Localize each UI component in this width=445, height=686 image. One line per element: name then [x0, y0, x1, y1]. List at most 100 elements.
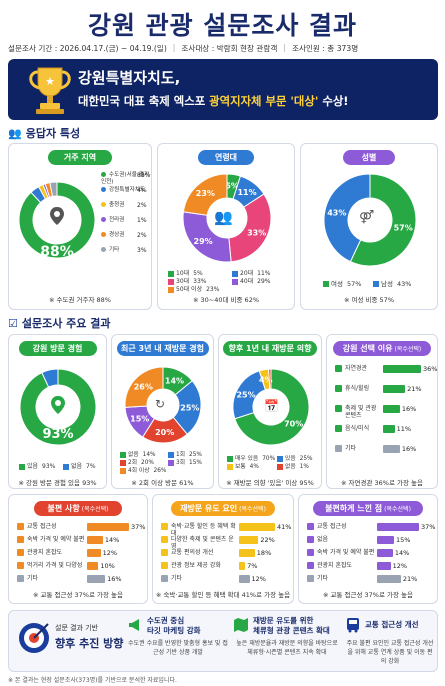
category-icon	[307, 523, 314, 530]
slice-gender-1	[323, 173, 371, 263]
slice-label-age-0: 5%	[225, 181, 239, 190]
bar-label-factor: 숙박·교통 할인 등 혜택 확대	[171, 523, 236, 537]
meta-sep: |	[172, 43, 176, 52]
chart-title-age: 연령대	[198, 150, 254, 165]
legend-swatch	[277, 463, 283, 470]
legend-value: 57%	[346, 280, 362, 288]
legend-label: 20대	[240, 270, 254, 277]
bar-label-inconv: 먹거리 가격 및 다양성	[27, 562, 83, 569]
survey-count: 조사인원 : 총 373명	[291, 44, 359, 53]
bar-felt-1	[377, 536, 395, 544]
meta-sep: |	[283, 43, 286, 52]
bar-inconv-0	[87, 523, 129, 531]
legend-swatch	[227, 463, 233, 470]
legend-value: 3%	[137, 247, 147, 254]
bar-value-felt: 37%	[421, 523, 436, 531]
legend-value: 7%	[86, 463, 96, 470]
chart-title-inconv: 불편 사항 (복수선택)	[34, 501, 122, 516]
category-icon	[307, 575, 314, 582]
bar-label-inconv: 숙박 가격 및 예약 불편	[27, 536, 85, 543]
bar-value-inconv: 10%	[100, 562, 115, 570]
legend-item-visit: 있음 93%	[19, 461, 55, 470]
slice-label-age-1: 11%	[237, 188, 256, 197]
category-icon	[161, 536, 168, 543]
map-pin-icon	[51, 396, 65, 414]
bar-value-reason: 16%	[401, 405, 417, 413]
slice-revisit3-4	[124, 366, 164, 408]
bar-value-inconv: 16%	[107, 575, 122, 583]
category-icon	[17, 536, 24, 543]
bar-label-inconv: 관광지 혼잡도	[27, 549, 63, 556]
bar-value-felt: 21%	[402, 575, 418, 583]
slice-label-age-2: 33%	[247, 228, 266, 237]
card-reason: 강원 선택 이유 (복수선택) 자연경관 36% 휴식/힐링 21% 축제 및 관광 콘텐츠…	[326, 334, 438, 489]
bar-label-reason: 음식/미식	[345, 425, 370, 432]
bar-label-reason: 축제 및 관광 콘텐츠	[345, 405, 377, 419]
chart-title-reason: 강원 선택 이유 (복수선택)	[333, 341, 431, 356]
legend-swatch	[19, 463, 25, 470]
legend-label: 3회	[176, 460, 186, 466]
donut-region	[18, 181, 96, 259]
legend-label: 수도권(서울·경기·인천)	[101, 172, 151, 185]
direction-label-big: 향후 추진 방향	[55, 637, 124, 650]
legend-value: 1%	[137, 217, 147, 224]
bar-felt-4	[377, 575, 401, 583]
direction-item-1-desc: 수도권 수요를 반영한 맞춤형 홍보 및 접근성 기반 상품 개발	[128, 640, 228, 656]
slice-label-age-3: 29%	[194, 237, 213, 246]
legend-item-region: 충청권	[101, 202, 151, 209]
legend-label: 없음	[71, 463, 83, 470]
banner-highlight: 광역지자체 부문 '대상'	[209, 94, 319, 108]
legend-swatch	[101, 217, 106, 222]
bar-factor-3	[239, 562, 246, 570]
legend-label: 10대	[176, 270, 190, 277]
legend-value: 11%	[257, 270, 271, 277]
category-icon	[307, 536, 314, 543]
legend-swatch	[168, 278, 174, 285]
megaphone-icon	[129, 619, 139, 631]
legend-label: 30대	[176, 278, 190, 285]
bar-felt-0	[377, 523, 419, 531]
legend-item-region: 경상권	[101, 232, 151, 239]
slice-label-revisit3-0: 14%	[165, 377, 184, 386]
bar-label-factor: 교통 편의성 개선	[171, 549, 214, 556]
bus-icon	[347, 618, 359, 633]
people-group-icon: 👥	[214, 208, 233, 226]
bar-label-factor: 기타	[171, 575, 183, 582]
legend-item-age: 20대 11%	[232, 268, 271, 277]
legend-value: 5%	[193, 270, 203, 277]
banner-line2-post: 수상!	[318, 94, 349, 108]
legend-value: 43%	[396, 280, 412, 288]
slice-label-revisit1-2: 4%	[259, 375, 273, 384]
legend-swatch	[120, 467, 126, 474]
slice-label-gender-1: 43%	[327, 209, 346, 218]
trophy-icon: ★	[29, 67, 71, 114]
card-region: 거주 지역 88% 수도권(서울·경기·인천) 88% 강원특별자치도 4% 충청권 2% 전라…	[8, 143, 152, 310]
banner-line2-pre: 대한민국 대표 축제 엑스포	[78, 94, 210, 108]
bar-label-reason: 자연경관	[345, 365, 368, 372]
category-icon	[335, 425, 342, 432]
donut-gender: 57% 43%	[323, 173, 417, 267]
chart-note-factor: ※ 숙박·교통 할인 등 혜택 확대 41%로 가장 높음	[155, 591, 291, 599]
bar-label-factor: 관광 정보 제공 강화	[171, 562, 221, 569]
donut-age: 5%11% 33% 29% 23%	[182, 173, 272, 263]
footer-note: ※ 본 결과는 현장 설문조사(373명)를 기반으로 분석한 자료입니다.	[8, 677, 177, 684]
chart-title-visit: 강원 방문 경험	[18, 341, 97, 356]
legend-swatch	[373, 281, 379, 287]
direction-item-3-title1: 교통 접근성 개선	[365, 620, 419, 629]
bar-felt-2	[377, 549, 393, 557]
legend-item-region: 수도권(서울·경기·인천)	[101, 172, 151, 186]
bar-inconv-3	[87, 562, 99, 570]
bar-factor-1	[239, 536, 259, 544]
legend-label: 없음	[128, 452, 139, 458]
bar-factor-0	[239, 523, 275, 531]
bar-label-felt: 기타	[317, 575, 329, 582]
map-pin-icon	[50, 207, 64, 225]
award-banner: ★ 강원특별자치도, 대한민국 대표 축제 엑스포 광역지자체 부문 '대상' …	[8, 59, 438, 120]
bar-inconv-4	[87, 575, 106, 583]
legend-label: 충청권	[109, 202, 125, 208]
legend-item-revisit1: 매우 있음 70%	[227, 453, 275, 462]
legend-swatch	[101, 247, 106, 252]
legend-swatch	[101, 232, 106, 237]
slice-label-revisit3-3: 15%	[130, 415, 149, 424]
section-results-title: 설문조사 주요 결과	[21, 317, 111, 330]
